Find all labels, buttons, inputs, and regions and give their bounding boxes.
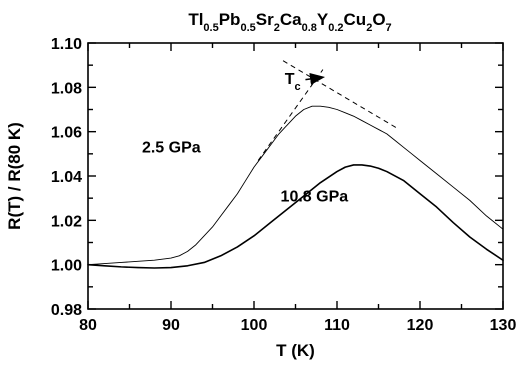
chart-title-subscript: 2 [366,22,372,34]
chart-title-subscript: 0.8 [302,22,317,34]
chart-title-subscript: 0.5 [240,22,255,34]
tc-guide-line [282,60,400,130]
chart-title-subscript: 0.5 [203,22,218,34]
chart-title-subscript: 2 [274,22,280,34]
series-line-2-5-gpa [87,105,504,266]
chart-title-segment: Pb [219,10,241,29]
chart-title-segment: Cu [344,10,367,29]
chart-title-segment: Tl [188,10,203,29]
y-tick-label: 1.04 [51,169,82,186]
chart-title-segment: Y [317,10,329,29]
annotation-main-text: T [285,71,295,88]
chart-title-subscript: 7 [386,22,392,34]
y-tick-label: 1.08 [51,80,82,97]
chart-title-segment: Sr [256,10,274,29]
x-tick-label: 130 [490,317,517,334]
chart-title: Tl0.5Pb0.5Sr2Ca0.8Y0.2Cu2O7 [188,10,391,34]
y-tick-label: 1.06 [51,125,82,142]
x-axis-ticks: 80 90 100 110 120 130 [79,43,516,334]
guide-line-group [257,60,400,161]
chart-title-subscript: 0.2 [328,22,343,34]
annotation-subscript: c [294,81,300,93]
y-tick-label: 1.00 [51,258,82,275]
x-axis-label: T (K) [276,341,315,360]
chart-title-segment: Ca [280,10,302,29]
chart-title-segment: O [372,10,385,29]
x-tick-label: 90 [162,317,180,334]
annotation-low-pressure: 2.5 GPa [142,140,201,157]
x-tick-label: 110 [324,317,350,334]
annotation-high-pressure: 10.8 GPa [281,188,349,205]
y-axis-label: R(T) / R(80 K) [5,122,24,230]
series-line-10-8-gpa [87,164,504,269]
x-tick-label: 80 [79,317,97,334]
y-tick-label: 1.10 [51,36,82,53]
annotation-layer: Tc 2.5 GPa 10.8 GPa [142,71,348,205]
y-tick-label: 0.98 [51,302,82,319]
annotation-tc: Tc [285,71,301,93]
y-axis-ticks: 0.98 1.00 1.02 1.04 1.06 1.08 1.10 [51,36,503,319]
x-tick-label: 100 [241,317,268,334]
tc-arrow [305,72,326,85]
x-tick-label: 120 [407,317,434,334]
y-tick-label: 1.02 [51,213,82,230]
series-layer [87,105,504,269]
